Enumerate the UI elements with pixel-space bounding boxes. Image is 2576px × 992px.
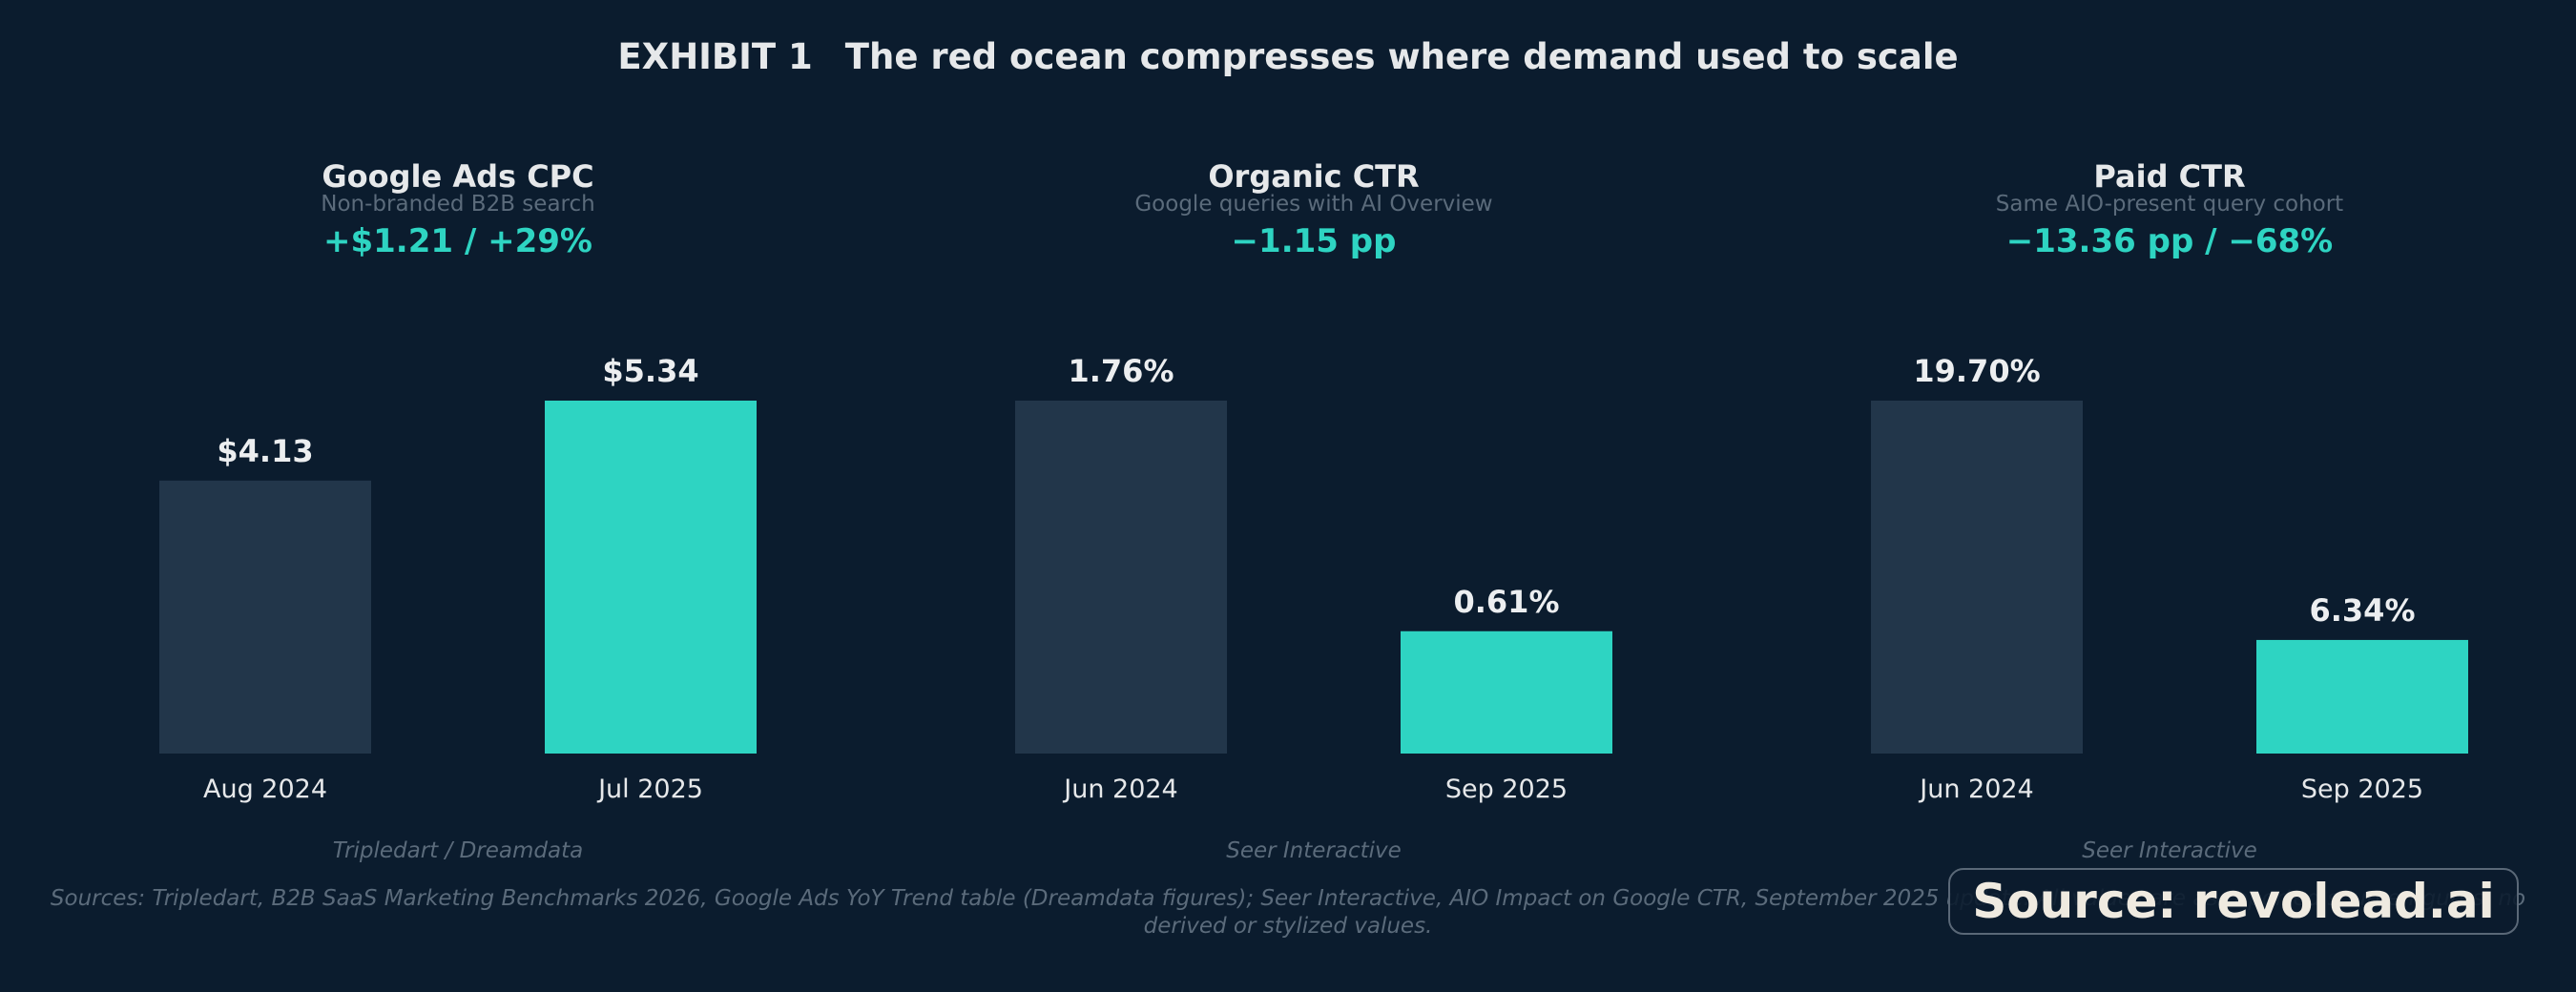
panel-change-value: −1.15 pp: [1232, 222, 1397, 260]
panel-source: Seer Interactive: [2082, 838, 2257, 863]
x-tick-label: Aug 2024: [203, 775, 327, 804]
panel-title: Paid CTR: [2093, 158, 2245, 195]
bar-value-label: 0.61%: [1453, 584, 1559, 620]
x-tick-label: Sep 2025: [2301, 775, 2423, 804]
bar-before: [1015, 401, 1227, 754]
bar-after: [2256, 639, 2468, 754]
panel-change-value: −13.36 pp / −68%: [2006, 222, 2334, 260]
x-tick-label: Jun 2024: [1918, 775, 2033, 804]
bar-before: [159, 480, 371, 754]
bar-value-label: $4.13: [217, 433, 313, 469]
bar-after: [1401, 630, 1612, 754]
bar-value-label: 6.34%: [2309, 592, 2415, 629]
x-tick-label: Jul 2025: [596, 775, 703, 804]
exhibit-headline: The red ocean compresses where demand us…: [845, 36, 1959, 77]
panel-source: Tripledart / Dreamdata: [333, 838, 583, 863]
source-badge: Source: revolead.ai: [1948, 868, 2519, 935]
bar-value-label: $5.34: [602, 353, 698, 389]
x-tick-label: Jun 2024: [1062, 775, 1177, 804]
exhibit-title: EXHIBIT 1 The red ocean compresses where …: [617, 36, 1958, 77]
panel-source: Seer Interactive: [1226, 838, 1402, 863]
x-tick-label: Sep 2025: [1445, 775, 1568, 804]
bar-value-label: 1.76%: [1068, 353, 1174, 389]
panel-subtitle: Google queries with AI Overview: [1134, 192, 1492, 217]
panel-change-value: +$1.21 / +29%: [323, 222, 592, 260]
bar-value-label: 19.70%: [1913, 353, 2040, 389]
panel-title: Organic CTR: [1208, 158, 1419, 195]
panel-title: Google Ads CPC: [322, 158, 593, 195]
bar-after: [545, 401, 757, 754]
panel-subtitle: Same AIO-present query cohort: [1996, 192, 2343, 217]
bar-before: [1871, 401, 2083, 754]
exhibit-label: EXHIBIT 1: [617, 36, 812, 77]
panel-subtitle: Non-branded B2B search: [321, 192, 594, 217]
